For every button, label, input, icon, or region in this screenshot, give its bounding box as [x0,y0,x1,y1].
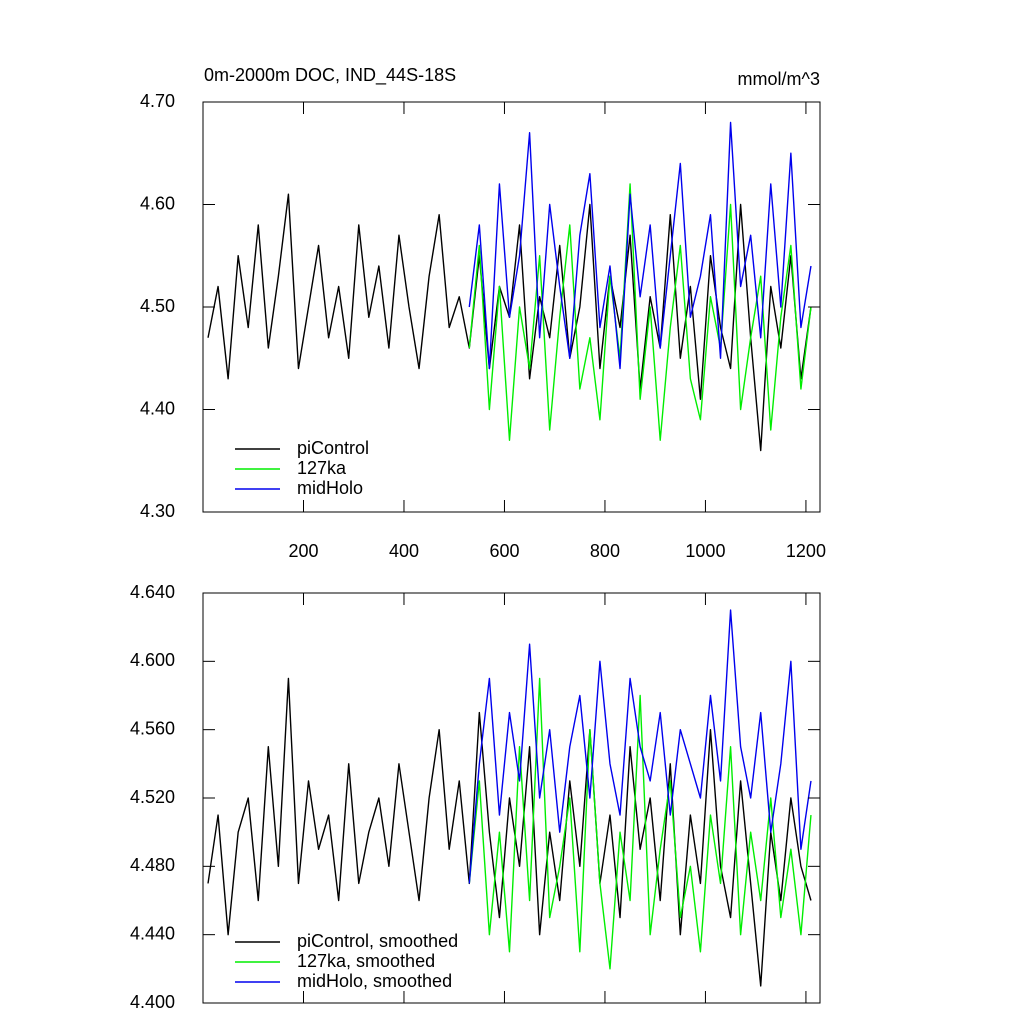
x-tick-label: 800 [590,541,620,561]
legend-label: 127ka, smoothed [297,951,435,971]
series-line [207,193,812,452]
legend-label: midHolo, smoothed [297,971,452,991]
y-tick-label: 4.520 [130,787,175,807]
chart-title: 0m-2000m DOC, IND_44S-18S [204,65,456,86]
legend-label: 127ka [297,458,347,478]
y-tick-label: 4.60 [140,193,175,213]
y-tick-label: 4.400 [130,992,175,1012]
x-tick-label: 1000 [685,541,725,561]
y-tick-label: 4.30 [140,501,175,521]
y-tick-label: 4.560 [130,718,175,738]
x-tick-label: 200 [288,541,318,561]
series-line [468,121,812,370]
y-tick-label: 4.640 [130,582,175,602]
y-tick-label: 4.440 [130,923,175,943]
series-line [468,183,812,441]
y-tick-label: 4.40 [140,398,175,418]
series-line [468,677,812,970]
series-line [468,609,812,884]
x-tick-label: 1200 [786,541,826,561]
units-label: mmol/m^3 [738,69,820,89]
y-tick-label: 4.70 [140,91,175,111]
legend-label: piControl, smoothed [297,931,458,951]
y-tick-label: 4.50 [140,296,175,316]
y-tick-label: 4.600 [130,650,175,670]
legend-label: piControl [297,438,369,458]
x-tick-label: 600 [489,541,519,561]
x-tick-label: 400 [389,541,419,561]
legend-label: midHolo [297,478,363,498]
y-tick-label: 4.480 [130,855,175,875]
series-line [207,677,812,987]
